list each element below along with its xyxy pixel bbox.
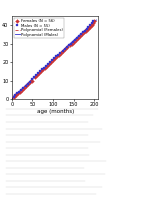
Point xyxy=(86,27,88,30)
Point xyxy=(86,27,88,30)
Point xyxy=(76,36,78,40)
Point xyxy=(81,33,83,36)
Point xyxy=(55,55,58,58)
Point xyxy=(50,60,52,64)
Point xyxy=(87,25,90,29)
Point xyxy=(78,35,80,38)
Point xyxy=(38,71,40,75)
Point xyxy=(22,86,25,89)
Point xyxy=(31,79,34,82)
Point xyxy=(17,92,19,95)
Point xyxy=(24,85,27,88)
Point xyxy=(54,57,56,60)
Point xyxy=(31,77,33,80)
Point xyxy=(33,75,36,78)
Point xyxy=(15,94,17,97)
Point xyxy=(89,24,91,27)
Point xyxy=(32,75,35,78)
Y-axis label: tooth wear score: tooth wear score xyxy=(0,34,1,81)
Point xyxy=(26,83,29,86)
Point xyxy=(13,96,15,99)
Point xyxy=(67,44,70,47)
Point xyxy=(53,57,55,60)
Point xyxy=(74,38,76,41)
Point xyxy=(92,20,95,23)
Point xyxy=(60,51,62,54)
Point xyxy=(35,73,38,77)
Point xyxy=(80,33,82,36)
Point xyxy=(88,25,90,29)
Point xyxy=(64,48,67,51)
Point xyxy=(20,88,22,91)
Point xyxy=(79,35,81,38)
Point xyxy=(21,88,23,91)
Point xyxy=(14,94,16,97)
Point xyxy=(62,49,65,52)
Point xyxy=(68,44,71,47)
Point xyxy=(39,70,41,73)
Point xyxy=(42,68,44,71)
Point xyxy=(49,60,51,64)
Point xyxy=(74,38,77,41)
Point xyxy=(16,92,18,95)
Point xyxy=(77,36,79,40)
Point xyxy=(65,46,68,49)
Point xyxy=(63,48,66,51)
Point xyxy=(48,62,50,66)
Point xyxy=(82,31,84,34)
Point xyxy=(14,94,16,97)
Point xyxy=(91,24,93,27)
Point xyxy=(19,90,21,93)
Point xyxy=(91,22,93,25)
Point xyxy=(44,66,46,69)
Point xyxy=(58,53,60,56)
Point xyxy=(93,20,95,23)
Point xyxy=(29,81,32,84)
Point xyxy=(41,68,43,71)
Point xyxy=(46,64,48,67)
Point xyxy=(52,59,54,62)
Point xyxy=(89,25,91,29)
Point xyxy=(83,31,85,34)
Point xyxy=(85,29,87,32)
Point xyxy=(70,42,73,45)
Point xyxy=(27,83,30,86)
Point xyxy=(43,66,45,69)
Point xyxy=(84,29,86,32)
Point xyxy=(66,46,69,49)
Point xyxy=(35,73,37,77)
Point xyxy=(47,62,49,66)
Point xyxy=(59,51,62,54)
Legend: Females (N = 56), Males (N = 55), Polynomial (Females), Polynomial (Males): Females (N = 56), Males (N = 55), Polyno… xyxy=(14,18,64,38)
Point xyxy=(87,27,89,30)
Point xyxy=(25,85,28,88)
X-axis label: age (months): age (months) xyxy=(37,109,74,114)
Point xyxy=(70,42,72,45)
Point xyxy=(84,29,86,32)
Point xyxy=(37,71,39,75)
Point xyxy=(92,22,94,25)
Point xyxy=(45,64,47,67)
Point xyxy=(13,96,15,99)
Point xyxy=(18,90,21,93)
Point xyxy=(51,59,53,62)
Point xyxy=(72,40,74,43)
Point xyxy=(90,24,92,27)
Point xyxy=(56,55,58,58)
Point xyxy=(57,53,60,56)
Point xyxy=(39,70,42,73)
Point xyxy=(61,49,64,52)
Point xyxy=(72,40,75,43)
Point xyxy=(23,86,25,89)
Point xyxy=(28,81,31,84)
